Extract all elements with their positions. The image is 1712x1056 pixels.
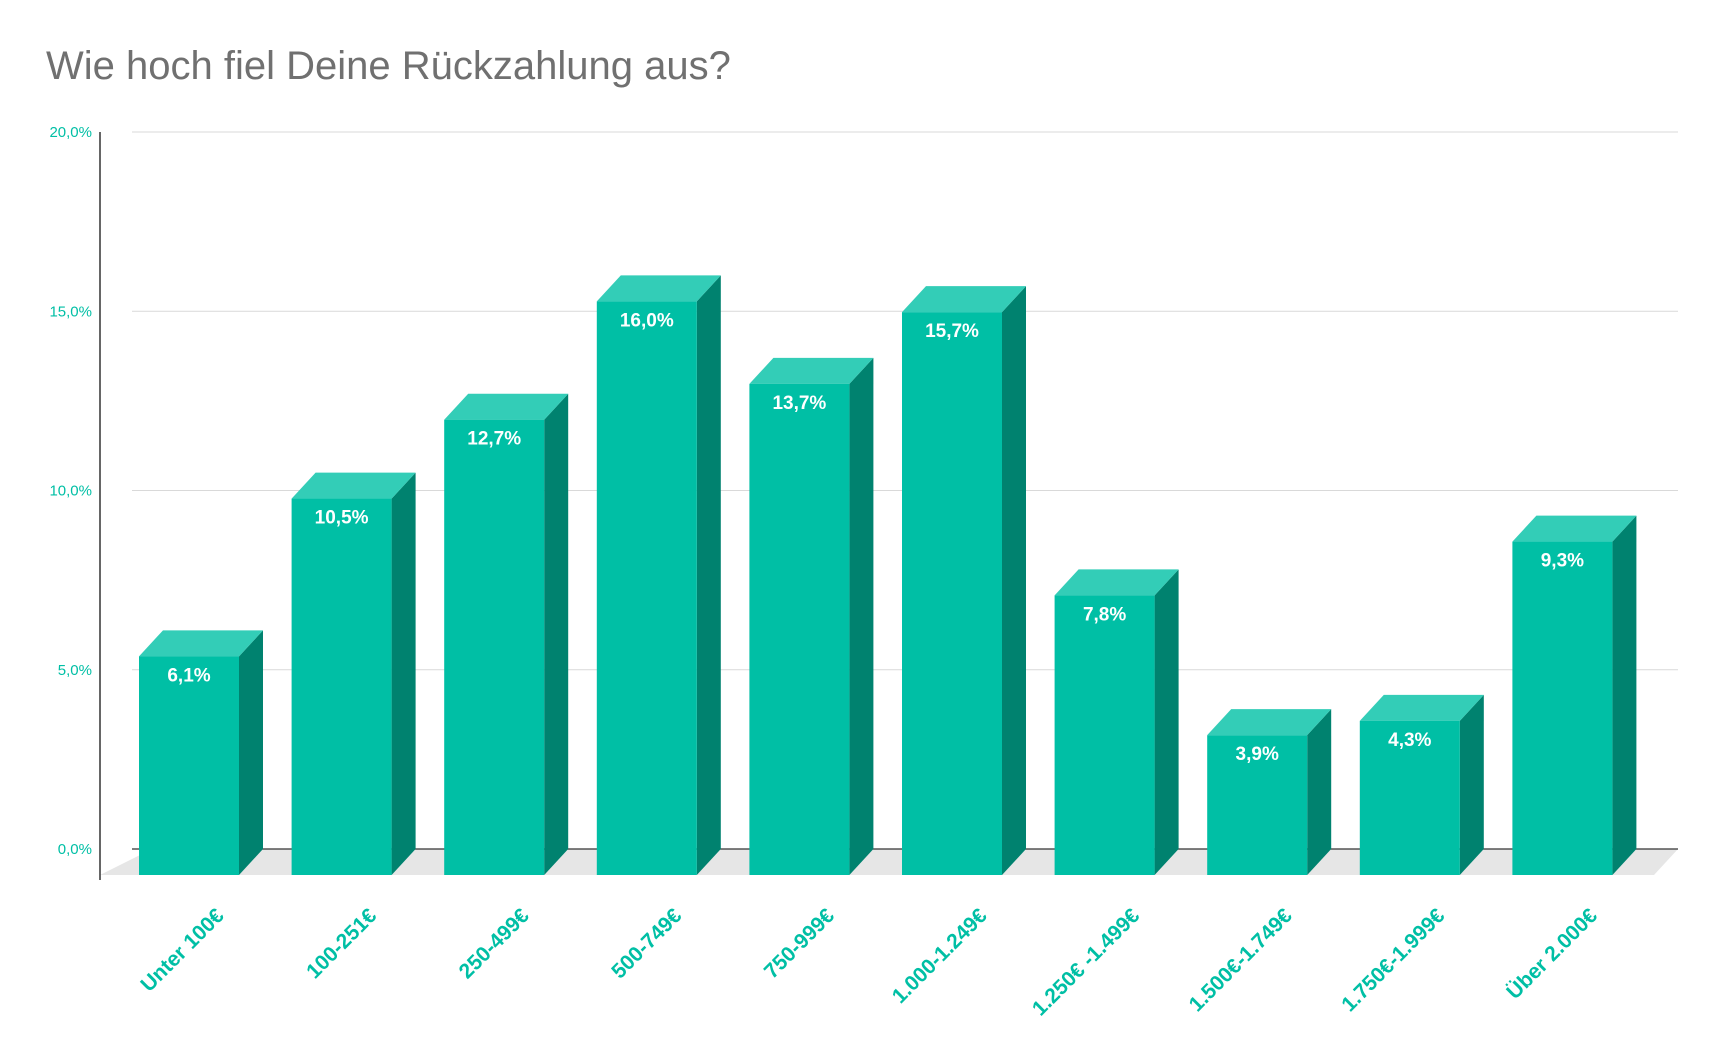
bar-front-face — [444, 419, 545, 875]
bar-side-face — [391, 472, 416, 875]
bar-4: 16,0% — [596, 275, 721, 875]
bar-10: 9,3% — [1512, 515, 1637, 875]
bar-top-face — [1207, 709, 1332, 736]
x-category-label: 100-251€ — [302, 904, 381, 983]
bar-top-face — [749, 357, 874, 384]
bar-front-face — [1054, 595, 1155, 875]
bar-top-face — [1054, 569, 1179, 596]
x-category-label: 1.500€-1.749€ — [1185, 904, 1297, 1016]
bar-side-face — [849, 357, 874, 876]
data-label: 16,0% — [620, 310, 674, 331]
bar-front-face — [1207, 735, 1308, 875]
bar-side-face — [696, 275, 721, 875]
bar-top-face — [291, 472, 416, 499]
x-category-label: Über 2.000€ — [1502, 904, 1602, 1004]
x-category-label: 1.750€-1.999€ — [1337, 904, 1449, 1016]
bar-9: 4,3% — [1359, 694, 1484, 875]
bar-side-face — [544, 393, 569, 875]
data-label: 4,3% — [1388, 730, 1431, 751]
data-label: 13,7% — [772, 393, 826, 414]
x-category-label: 1.000-1.249€ — [888, 904, 992, 1008]
bar-5: 13,7% — [749, 357, 874, 876]
bar-front-face — [1359, 720, 1460, 875]
bar-side-face — [1002, 286, 1026, 875]
data-label: 3,9% — [1236, 744, 1279, 765]
bar-side-face — [1307, 709, 1332, 875]
bar-3: 12,7% — [444, 393, 569, 875]
bar-front-face — [902, 312, 1002, 875]
x-category-label: 250-499€ — [455, 904, 534, 983]
bar-side-face — [1612, 515, 1637, 875]
bar-top-face — [444, 393, 569, 420]
y-axis-ticks: 0,0% 5,0% 10,0% 15,0% 20,0% — [49, 124, 92, 858]
bar-6: 15,7% — [902, 286, 1026, 875]
bar-side-face — [239, 630, 263, 875]
y-tick-label: 15,0% — [49, 303, 92, 320]
bar-front-face — [139, 656, 239, 875]
y-tick-label: 0,0% — [58, 841, 92, 858]
bar-top-face — [1359, 694, 1484, 721]
bar-top-face — [139, 630, 263, 657]
bar-7: 7,8% — [1054, 569, 1179, 875]
y-tick-label: 20,0% — [49, 124, 92, 141]
y-tick-label: 10,0% — [49, 483, 92, 500]
bars: 6,1% 10,5% 12,7% 16,0% 13,7% 15,7% 7,8% 3,9% 4,3… — [139, 275, 1637, 876]
bar-side-face — [1459, 694, 1484, 875]
bar-8: 3,9% — [1207, 709, 1332, 875]
bar-side-face — [1154, 569, 1179, 875]
bar-front-face — [749, 383, 850, 875]
y-tick-label: 5,0% — [58, 662, 92, 679]
chart-title: Wie hoch fiel Deine Rückzahlung aus? — [46, 44, 731, 88]
data-label: 9,3% — [1541, 551, 1584, 572]
x-axis-categories: Unter 100€ 100-251€ 250-499€ 500-749€ 750-99… — [136, 904, 1602, 1020]
x-category-label: 1.250€ -1.499€ — [1028, 904, 1144, 1020]
bar-top-face — [1512, 515, 1637, 542]
data-label: 12,7% — [467, 429, 521, 450]
bar-top-face — [902, 286, 1026, 313]
bar-1: 6,1% — [139, 630, 263, 875]
data-label: 10,5% — [315, 508, 369, 529]
bar-front-face — [1512, 541, 1613, 875]
data-label: 15,7% — [925, 321, 979, 342]
bar-top-face — [596, 275, 721, 302]
x-category-label: Unter 100€ — [136, 904, 228, 996]
bar-front-face — [291, 498, 392, 875]
bar-front-face — [596, 301, 697, 875]
data-label: 7,8% — [1083, 604, 1126, 625]
data-label: 6,1% — [167, 665, 210, 686]
bar-2: 10,5% — [291, 472, 416, 875]
x-category-label: 500-749€ — [607, 904, 686, 983]
x-category-label: 750-999€ — [760, 904, 839, 983]
